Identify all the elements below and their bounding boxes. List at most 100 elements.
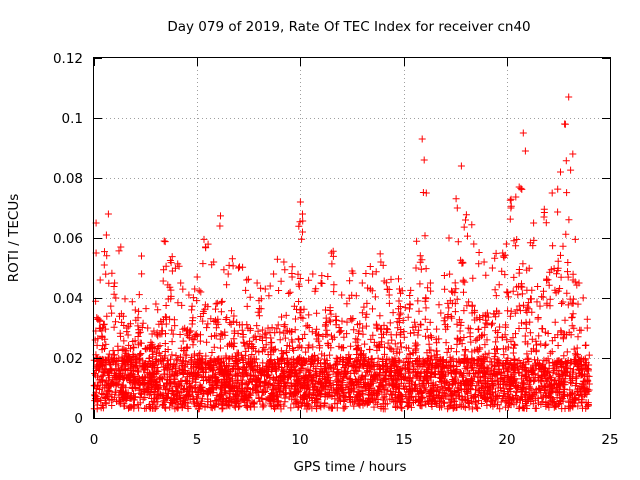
data-point: [357, 351, 365, 359]
data-point: [227, 372, 235, 380]
data-point: [201, 359, 209, 367]
data-point: [242, 393, 250, 401]
data-point: [515, 369, 523, 377]
data-point: [347, 342, 355, 350]
data-point: [164, 379, 172, 387]
data-point: [402, 373, 409, 381]
data-point: [124, 331, 132, 339]
data-point: [183, 343, 191, 351]
data-point: [161, 398, 169, 406]
data-point: [127, 403, 135, 411]
y-axis-label: ROTI / TECUs: [6, 194, 22, 282]
data-point: [101, 248, 108, 256]
data-point: [570, 345, 578, 353]
data-point: [472, 369, 480, 377]
data-point: [410, 329, 418, 337]
data-point: [98, 361, 106, 369]
data-point: [549, 242, 557, 250]
data-point: [452, 285, 460, 293]
data-point: [547, 266, 555, 274]
data-point: [166, 315, 174, 323]
data-point: [491, 254, 499, 262]
data-point: [518, 290, 526, 298]
data-point: [333, 317, 340, 324]
data-point: [469, 393, 477, 401]
y-tick-label: 0.02: [53, 351, 83, 367]
data-point: [392, 404, 400, 411]
data-point: [359, 387, 367, 395]
data-point: [111, 388, 119, 396]
data-point: [376, 382, 384, 390]
data-point: [488, 398, 496, 406]
data-point: [562, 230, 570, 238]
data-point: [172, 383, 180, 391]
data-point: [552, 289, 560, 297]
data-point: [514, 291, 522, 299]
data-point: [297, 365, 305, 373]
data-point: [279, 386, 287, 394]
data-point: [338, 317, 346, 325]
x-tick-label: 25: [601, 432, 618, 448]
data-point: [304, 344, 312, 352]
data-point: [415, 307, 423, 315]
data-point: [100, 261, 108, 269]
data-point: [127, 392, 135, 400]
data-point: [379, 378, 387, 386]
data-point: [343, 367, 351, 375]
data-point: [358, 373, 366, 381]
data-point: [557, 273, 565, 281]
data-point: [462, 211, 470, 219]
data-point: [531, 356, 539, 364]
data-point: [523, 266, 531, 274]
data-point: [545, 281, 553, 289]
data-point: [193, 273, 201, 281]
data-point: [288, 263, 296, 271]
data-point: [179, 337, 187, 345]
data-point: [534, 371, 542, 379]
data-point: [274, 321, 282, 329]
data-point: [179, 347, 187, 354]
data-point: [350, 367, 358, 375]
data-point: [235, 264, 242, 272]
data-point: [136, 381, 144, 389]
data-point: [385, 291, 393, 299]
data-point: [515, 183, 523, 191]
data-point: [439, 356, 447, 364]
data-point: [462, 216, 469, 224]
data-point: [395, 275, 402, 283]
data-point: [381, 393, 389, 401]
data-point: [571, 350, 579, 358]
data-point: [189, 341, 197, 349]
data-point: [309, 343, 317, 351]
data-point: [115, 247, 123, 255]
data-point: [198, 366, 206, 374]
data-point: [491, 345, 498, 353]
data-point: [103, 312, 111, 320]
data-point: [283, 354, 291, 362]
data-point: [235, 366, 243, 374]
data-point: [545, 401, 553, 409]
data-point: [111, 357, 119, 365]
data-point: [503, 336, 511, 344]
data-point: [368, 362, 376, 370]
data-point: [295, 298, 303, 305]
data-point: [458, 258, 466, 266]
data-point: [489, 319, 496, 327]
data-point: [168, 365, 176, 373]
data-point: [509, 287, 517, 295]
data-point: [412, 348, 420, 356]
data-point: [556, 382, 564, 390]
data-point: [351, 358, 359, 366]
data-point: [263, 379, 271, 387]
data-point: [212, 305, 219, 313]
data-point: [439, 363, 447, 371]
data-point: [267, 356, 275, 364]
data-point: [185, 391, 192, 399]
data-point: [226, 340, 233, 348]
data-point: [503, 367, 511, 375]
data-point: [537, 401, 545, 408]
data-point: [193, 395, 200, 403]
data-point: [177, 279, 185, 287]
data-point: [515, 266, 523, 273]
data-point: [498, 334, 506, 342]
